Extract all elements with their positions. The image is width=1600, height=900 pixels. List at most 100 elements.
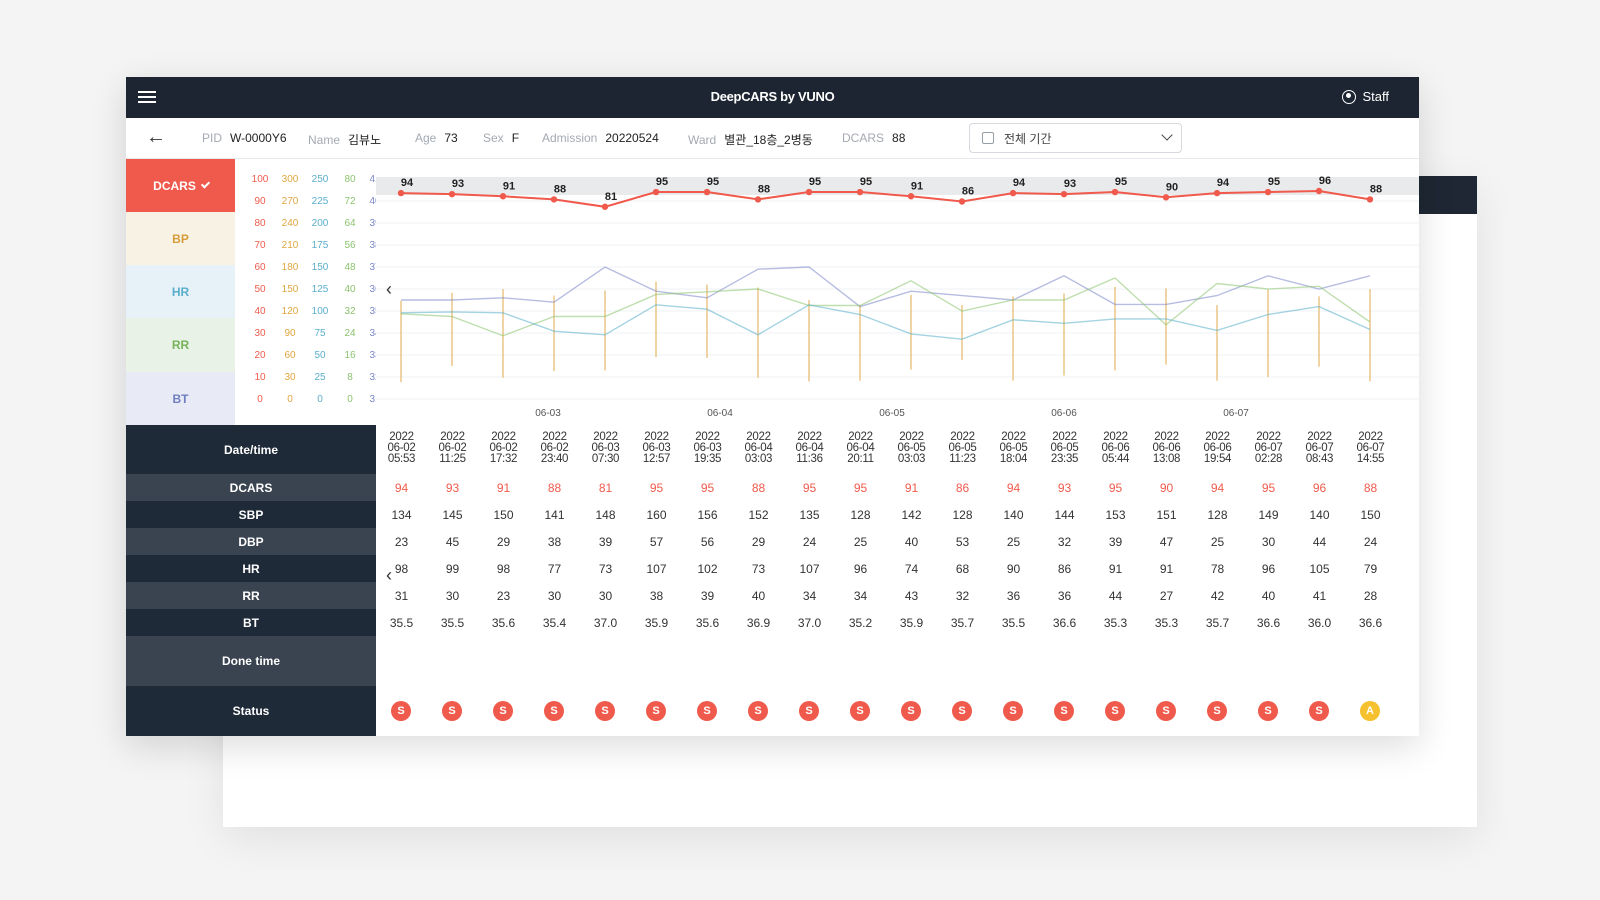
dcars-cell: 95 [853,481,868,495]
bt-cell: 35.3 [1154,616,1179,630]
scale-tick: 100 [251,174,269,185]
row-label-bt: BT [126,609,376,636]
scale-tick: 240 [281,218,299,229]
sbp-cell: 148 [595,508,616,522]
status-badge[interactable]: S [1156,701,1176,721]
sidebar-item-bp[interactable]: BP [126,212,235,265]
menu-icon[interactable] [136,87,158,107]
dcars-point [550,196,558,203]
bt-cell: 35.6 [695,616,720,630]
scale-tick: 200 [311,218,329,229]
status-badge[interactable]: S [1003,701,1023,721]
dcars-cell: 94 [1006,481,1021,495]
scale-tick: 32 [369,372,381,383]
status-badge[interactable]: S [493,701,513,721]
datetime-part: 05:53 [387,453,416,465]
bt-cell: 35.9 [899,616,924,630]
hr-cell: 98 [394,562,409,576]
rr-cell: 41 [1312,589,1327,603]
sbp-cell: 135 [799,508,820,522]
period-select[interactable]: 전체 기간 [969,123,1182,153]
status-badge[interactable]: S [544,701,564,721]
status-badge[interactable]: S [697,701,717,721]
date-tick-label: 06-07 [1223,408,1249,419]
datetime-part: 05:44 [1101,453,1130,465]
sbp-cell: 128 [952,508,973,522]
dbp-cell: 24 [802,535,817,549]
rr-cell: 42 [1210,589,1225,603]
datetime-cell: 2022 06-06 19:54 [1192,431,1243,465]
rr-cell: 34 [853,589,868,603]
status-badge[interactable]: S [1207,701,1227,721]
dcars-cell: 81 [598,481,613,495]
sidebar-item-rr[interactable]: RR [126,318,235,372]
datetime-cell: 2022 06-03 12:57 [631,431,682,465]
status-badge[interactable]: S [748,701,768,721]
chart-prev-arrow-icon[interactable]: ‹ [386,279,392,299]
hr-cell: 105 [1309,562,1330,576]
scale-tick: 60 [284,350,296,361]
scale-tick: 80 [254,218,266,229]
status-badge[interactable]: S [1309,701,1329,721]
scale-tick: 40 [344,284,356,295]
datetime-part: 2022 [1358,431,1383,443]
datetime-part: 06-04 [744,442,773,454]
datetime-part: 12:57 [642,453,671,465]
scale-tick: 0 [317,394,323,405]
dcars-data-label: 93 [1064,178,1076,190]
dcars-cell: 91 [496,481,511,495]
bt-cell: 35.6 [491,616,516,630]
dcars-info: DCARS 88 [842,131,906,145]
status-badge[interactable]: A [1360,701,1380,721]
dbp-cell: 32 [1057,535,1072,549]
dcars-point [856,188,864,196]
bt-cell: 35.3 [1103,616,1128,630]
user-menu[interactable]: Staff [1342,89,1389,104]
bt-cell: 36.0 [1307,616,1332,630]
dcars-data-label: 95 [860,176,872,188]
sidebar-item-dcars[interactable]: DCARS [126,159,235,212]
status-badge[interactable]: S [799,701,819,721]
row-label-status: Status [126,686,376,736]
date-tick-label: 06-05 [879,408,905,419]
scale-tick: 35 [369,306,381,317]
vitals-chart-svg: 94 93 91 88 81 95 95 88 95 95 91 86 94 93 95 90 94 95 96 88… [376,175,1419,419]
scale-tick: 80 [344,174,356,185]
status-badge[interactable]: S [595,701,615,721]
hr-cell: 79 [1363,562,1378,576]
datetime-part: 19:35 [693,453,722,465]
scale-tick: 40 [369,196,381,207]
sidebar-item-bt[interactable]: BT [126,372,235,425]
back-arrow-icon[interactable]: ← [146,126,166,148]
hr-cell: 107 [646,562,667,576]
ward-info: Ward 별관_18층_2병동 [688,133,813,147]
status-badge[interactable]: S [1054,701,1074,721]
bt-line [401,266,1371,308]
calendar-icon [982,132,994,144]
status-badge[interactable]: S [391,701,411,721]
status-badge[interactable]: S [952,701,972,721]
sbp-cell: 140 [1003,508,1024,522]
sidebar-item-hr[interactable]: HR [126,265,235,318]
status-badge[interactable]: S [1105,701,1125,721]
period-select-value: 전체 기간 [1004,131,1052,146]
scale-tick: 30 [284,372,296,383]
status-badge[interactable]: S [850,701,870,721]
status-badge[interactable]: S [901,701,921,721]
dcars-data-label: 95 [1268,176,1280,188]
status-badge[interactable]: S [1258,701,1278,721]
table-prev-arrow-icon[interactable]: ‹ [386,565,392,585]
background-card-header [1417,176,1477,214]
dbp-cell: 57 [649,535,664,549]
hr-cell: 90 [1006,562,1021,576]
check-icon [200,179,210,189]
sbp-cell: 144 [1054,508,1075,522]
status-badge[interactable]: S [646,701,666,721]
hr-cell: 73 [751,562,766,576]
scale-tick: 175 [311,240,329,251]
bt-cell: 36.6 [1358,616,1383,630]
table-row-labels: Date/time DCARS SBP DBP HR RR BT Done time Statu… [126,425,376,736]
dbp-cell: 23 [394,535,409,549]
scale-tick: 39 [369,218,381,229]
status-badge[interactable]: S [442,701,462,721]
